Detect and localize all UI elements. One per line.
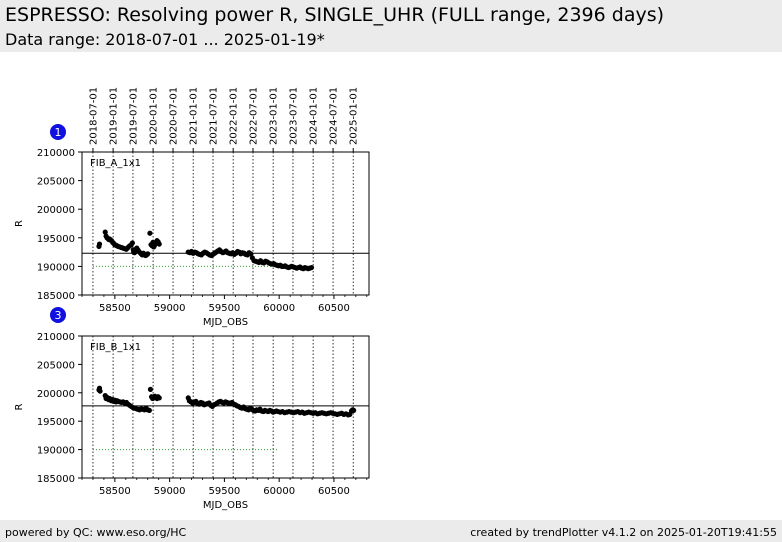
panel-label: FIB_B_1x1 <box>90 342 141 353</box>
y-tick-label: 200000 <box>37 205 75 216</box>
y-tick-label: 200000 <box>37 389 75 400</box>
page-subtitle: Data range: 2018-07-01 ... 2025-01-19* <box>5 30 325 49</box>
x-axis-label: MJD_OBS <box>203 500 248 511</box>
y-tick-label: 210000 <box>37 332 75 343</box>
y-tick-label: 210000 <box>37 148 75 159</box>
panel-badge <box>50 124 66 140</box>
footer-bar: powered by QC: www.eso.org/HC created by… <box>0 520 782 542</box>
data-point <box>102 229 108 235</box>
x-tick-label: 59000 <box>154 486 186 497</box>
footer-credit: powered by QC: www.eso.org/HC <box>5 526 187 539</box>
footer-generator: created by trendPlotter v4.1.2 on 2025-0… <box>470 526 777 539</box>
date-tick-label: 2018-07-01 <box>88 87 99 145</box>
x-tick-label: 59500 <box>208 486 240 497</box>
x-tick-label: 58500 <box>99 303 131 314</box>
data-point <box>351 407 357 414</box>
date-tick-label: 2023-07-01 <box>288 87 299 145</box>
date-tick-label: 2019-07-01 <box>128 87 139 145</box>
plot-frame <box>81 151 370 296</box>
plot-frame <box>81 335 370 479</box>
trend-plot: 1 FIB_A_1x1 185000 190000 195000 200000 205000… <box>14 87 370 511</box>
x-tick-label: 59500 <box>208 303 240 314</box>
y-tick-label: 185000 <box>37 291 75 302</box>
chart-panel-2: 3 FIB_B_1x1 185000 190000 195000 200000 205000… <box>14 307 370 511</box>
date-tick-label: 2020-07-01 <box>169 87 180 145</box>
panel-badge-number: 3 <box>55 309 62 322</box>
date-tick-label: 2023-01-01 <box>269 87 280 145</box>
data-point <box>97 388 103 394</box>
x-tick-label: 60500 <box>318 303 350 314</box>
x-tick-label: 60000 <box>263 303 295 314</box>
x-axis-label: MJD_OBS <box>203 317 248 328</box>
x-tick-label: 60000 <box>263 486 295 497</box>
date-tick-label: 2021-01-01 <box>189 87 200 145</box>
y-axis-label: R <box>14 220 25 227</box>
page-title: ESPRESSO: Resolving power R, SINGLE_UHR … <box>5 4 665 26</box>
date-tick-label: 2024-01-01 <box>309 87 320 145</box>
date-tick-label: 2024-07-01 <box>329 87 340 145</box>
y-tick-label: 195000 <box>37 417 75 428</box>
date-tick-label: 2022-01-01 <box>229 87 240 145</box>
date-tick-label: 2025-01-01 <box>349 87 360 145</box>
data-point <box>145 251 151 257</box>
chart-panel-1: 1 FIB_A_1x1 185000 190000 195000 200000 205000… <box>14 87 370 328</box>
y-tick-label: 190000 <box>37 446 75 457</box>
x-tick-label: 59000 <box>154 303 186 314</box>
x-tick-label: 58500 <box>99 486 131 497</box>
x-tick-label: 60500 <box>318 486 350 497</box>
data-point <box>147 230 153 236</box>
y-axis-label: R <box>14 403 25 410</box>
data-point <box>308 264 315 271</box>
panel-badge-number: 1 <box>55 126 62 139</box>
data-point <box>156 395 162 401</box>
data-point <box>96 241 103 247</box>
date-tick-label: 2020-01-01 <box>149 87 160 145</box>
data-point <box>248 251 254 257</box>
date-tick-label: 2022-07-01 <box>248 87 259 145</box>
data-point <box>129 240 135 246</box>
header-bar: ESPRESSO: Resolving power R, SINGLE_UHR … <box>0 0 782 52</box>
data-point <box>147 386 154 392</box>
y-tick-label: 195000 <box>37 234 75 245</box>
data-point <box>146 407 152 414</box>
data-point <box>156 241 162 247</box>
panel-badge <box>50 307 66 323</box>
y-tick-label: 205000 <box>37 177 75 188</box>
date-tick-label: 2019-01-01 <box>109 87 120 145</box>
y-tick-label: 185000 <box>37 474 75 485</box>
panel-label: FIB_A_1x1 <box>90 158 141 169</box>
y-tick-label: 205000 <box>37 360 75 371</box>
y-tick-label: 190000 <box>37 262 75 273</box>
date-tick-label: 2021-07-01 <box>209 87 220 145</box>
